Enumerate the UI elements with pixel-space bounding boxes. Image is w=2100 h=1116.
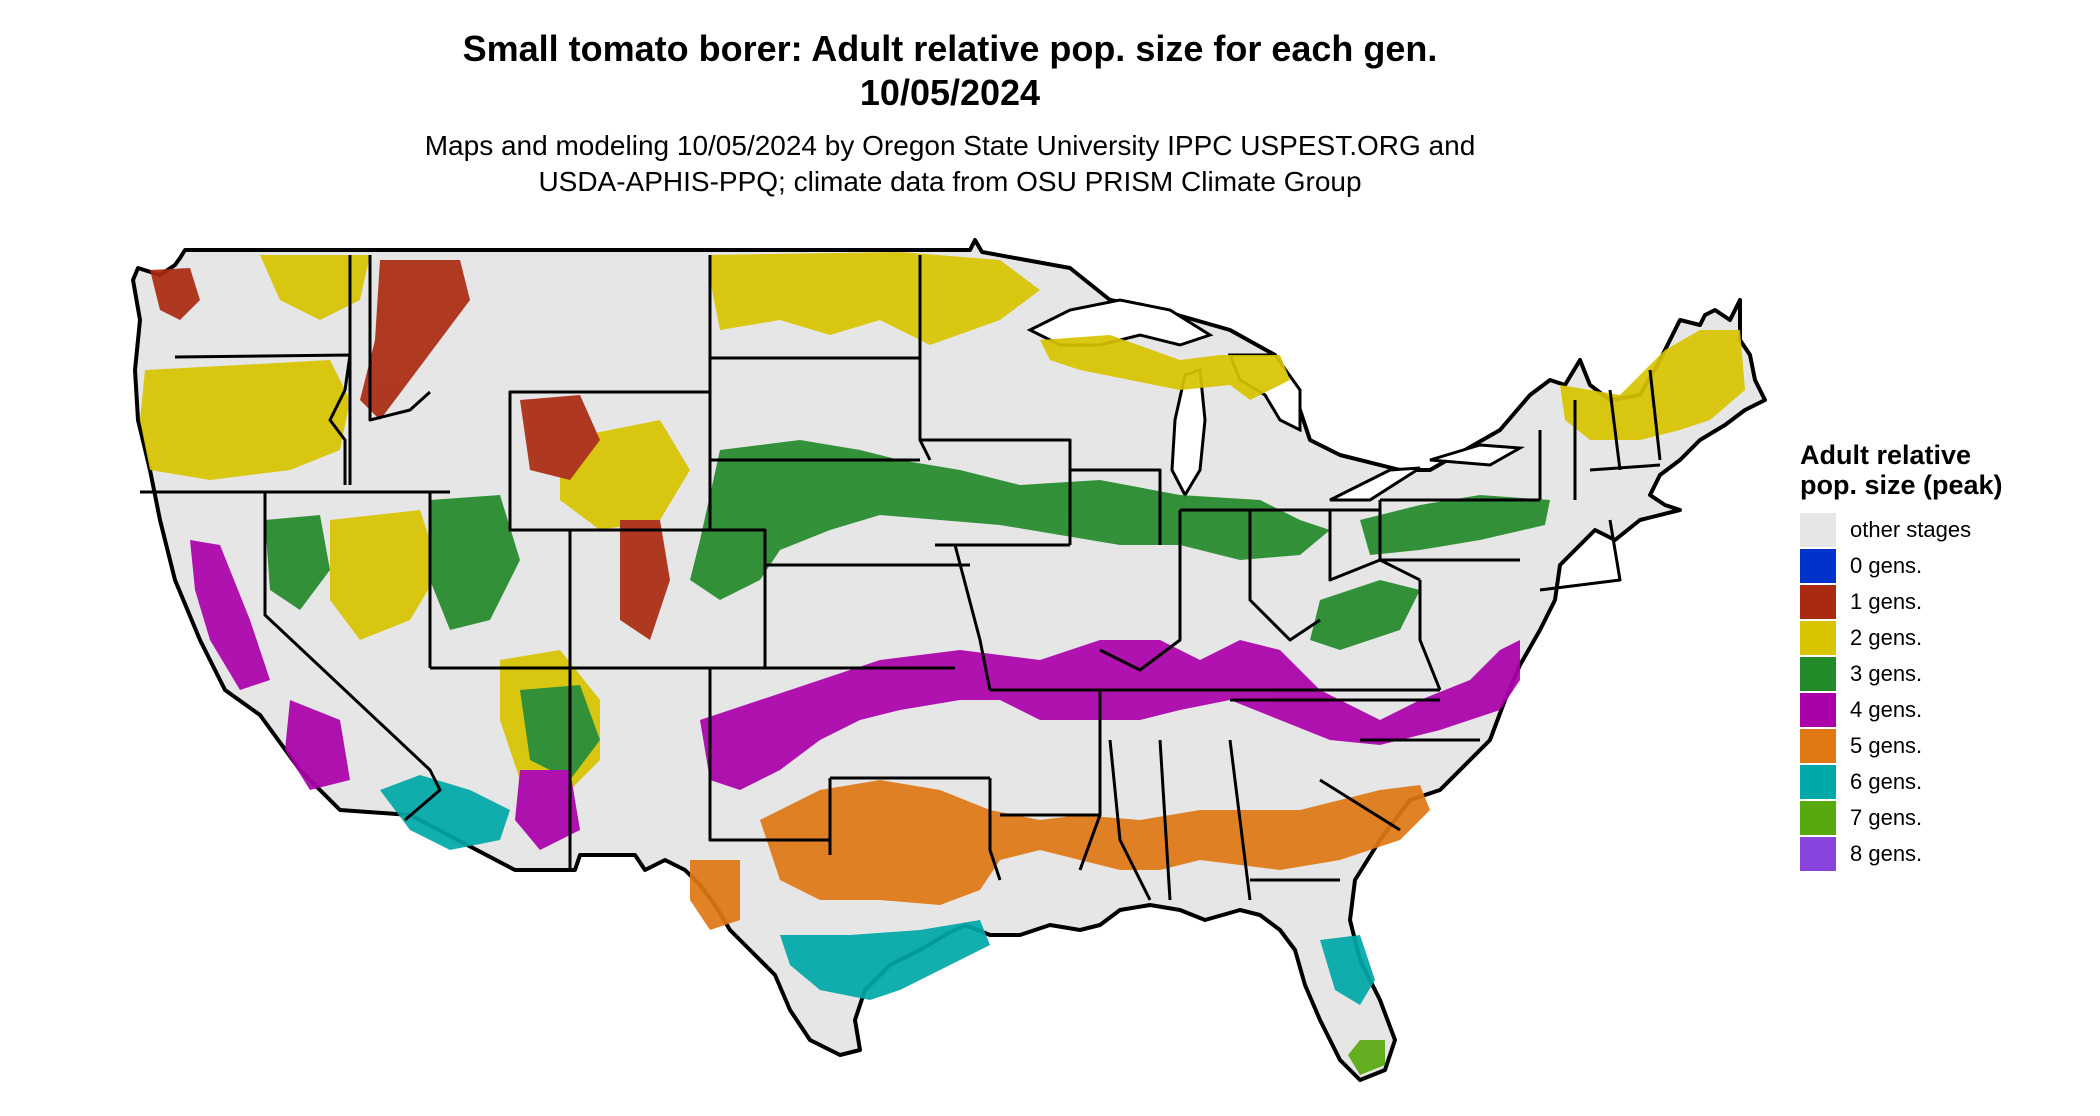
gen-regions (140, 252, 1745, 1075)
legend-swatch (1800, 801, 1836, 835)
legend-swatch (1800, 765, 1836, 799)
legend-label: other stages (1850, 517, 1972, 542)
gen6-region (780, 920, 990, 1000)
legend-swatch (1800, 549, 1836, 583)
legend-item: 7 gens. (1800, 800, 2080, 836)
legend-item: 3 gens. (1800, 656, 2080, 692)
legend-item: 5 gens. (1800, 728, 2080, 764)
legend-swatch (1800, 621, 1836, 655)
legend-label: 2 gens. (1850, 625, 1923, 650)
gen5-region (690, 860, 740, 930)
title-line-2: 10/05/2024 (859, 72, 1041, 113)
legend-items: other stages 0 gens. 1 gens. 2 gens. 3 gens.… (1800, 512, 2080, 872)
gen2-region (260, 255, 370, 320)
gen7-region (1348, 1040, 1385, 1075)
lake-ontario (1429, 443, 1526, 467)
gen4-region (515, 770, 580, 850)
title-line-1: Small tomato borer: Adult relative pop. … (462, 28, 1438, 69)
legend-label: 1 gens. (1850, 589, 1923, 614)
legend-swatch (1800, 693, 1836, 727)
legend-label: 3 gens. (1850, 661, 1923, 686)
gen1-region (360, 260, 470, 420)
legend-label: 6 gens. (1850, 769, 1923, 794)
subtitle-line-1: Maps and modeling 10/05/2024 by Oregon S… (424, 130, 1476, 161)
legend-item: 4 gens. (1800, 692, 2080, 728)
legend-label: 8 gens. (1850, 841, 1923, 866)
gen6-region (380, 775, 510, 850)
legend-label: 7 gens. (1850, 805, 1923, 830)
gen3-region (265, 515, 330, 610)
legend-swatch (1800, 513, 1836, 547)
legend-swatch (1800, 657, 1836, 691)
gen2-region (140, 360, 350, 480)
gen2-region (1040, 335, 1290, 400)
gen1-region (520, 395, 600, 480)
subtitle-line-2: USDA-APHIS-PPQ; climate data from OSU PR… (538, 166, 1362, 197)
gen3-region (690, 440, 1330, 600)
lake-erie (1329, 466, 1421, 502)
gen3-region (1310, 580, 1420, 650)
legend-swatch (1800, 585, 1836, 619)
legend-title: Adult relative pop. size (peak) (1800, 440, 2003, 500)
gen5-region (760, 780, 1430, 905)
legend-swatch (1800, 729, 1836, 763)
legend: Adult relative pop. size (peak) other st… (1800, 440, 2080, 872)
gen2-region (710, 252, 1040, 345)
gen3-region (520, 685, 600, 780)
legend-item: 1 gens. (1800, 584, 2080, 620)
gen1-region (150, 268, 200, 320)
legend-label: 5 gens. (1850, 733, 1923, 758)
gen4-region (190, 540, 270, 690)
legend-item: 8 gens. (1800, 836, 2080, 872)
legend-item: other stages (1800, 512, 2080, 548)
legend-item: 6 gens. (1800, 764, 2080, 800)
legend-item: 2 gens. (1800, 620, 2080, 656)
gen3-region (1360, 495, 1550, 555)
gen3-region (430, 495, 520, 630)
gen4-region (285, 700, 350, 790)
gen4-region (700, 640, 1520, 790)
legend-label: 0 gens. (1850, 553, 1923, 578)
legend-label: 4 gens. (1850, 697, 1923, 722)
gen6-region (1320, 935, 1375, 1005)
state-borders (140, 255, 1662, 901)
gen2-region (330, 510, 440, 640)
gen1-region (620, 520, 670, 640)
legend-swatch (1800, 837, 1836, 871)
legend-item: 0 gens. (1800, 548, 2080, 584)
